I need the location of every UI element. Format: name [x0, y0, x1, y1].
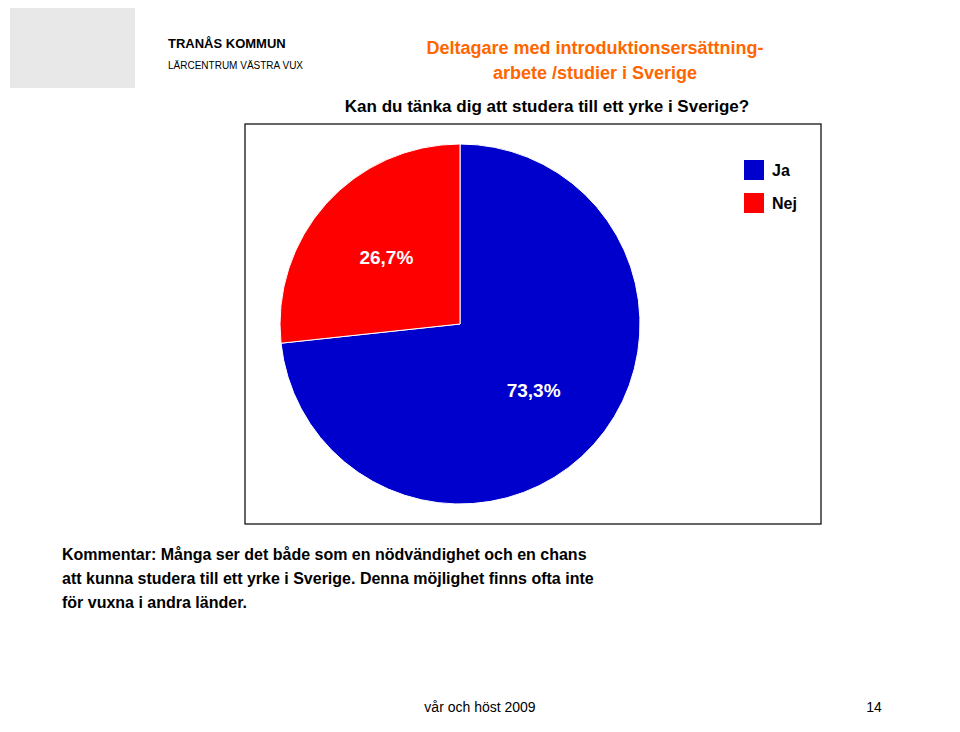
logo-text: TRANÅS KOMMUN: [168, 36, 286, 51]
data-labels: 73,3% 26,7%: [359, 247, 560, 400]
title: arbete /studier i Sverige: [493, 63, 697, 83]
legend-label: Nej: [772, 195, 797, 212]
legend: Ja Nej: [744, 160, 797, 213]
legend-swatch: [744, 193, 764, 213]
logo-subtext: LÄRCENTRUM VÄSTRA VUX: [168, 60, 303, 71]
legend-swatch: [744, 160, 764, 180]
chart: TRANÅS KOMMUN LÄRCENTRUM VÄSTRA VUX Deltag…: [0, 0, 960, 732]
subtitle: Kan du tänka dig att studera till ett yr…: [345, 97, 749, 116]
comment: Kommentar: Många ser det både som en nöd…: [62, 546, 594, 611]
data-label: 26,7%: [359, 247, 413, 268]
page-number: 14: [866, 699, 882, 715]
title: Deltagare med introduktionsersättning-: [426, 38, 763, 58]
legend-item: Nej: [744, 193, 797, 213]
logo-area: [10, 8, 135, 88]
data-label: 73,3%: [507, 380, 561, 401]
legend-label: Ja: [772, 162, 790, 179]
pie-slice: [280, 144, 460, 343]
pie: [280, 144, 640, 504]
legend-item: Ja: [744, 160, 790, 180]
chart-frame: [245, 124, 821, 524]
footer: vår och höst 2009: [424, 699, 536, 715]
